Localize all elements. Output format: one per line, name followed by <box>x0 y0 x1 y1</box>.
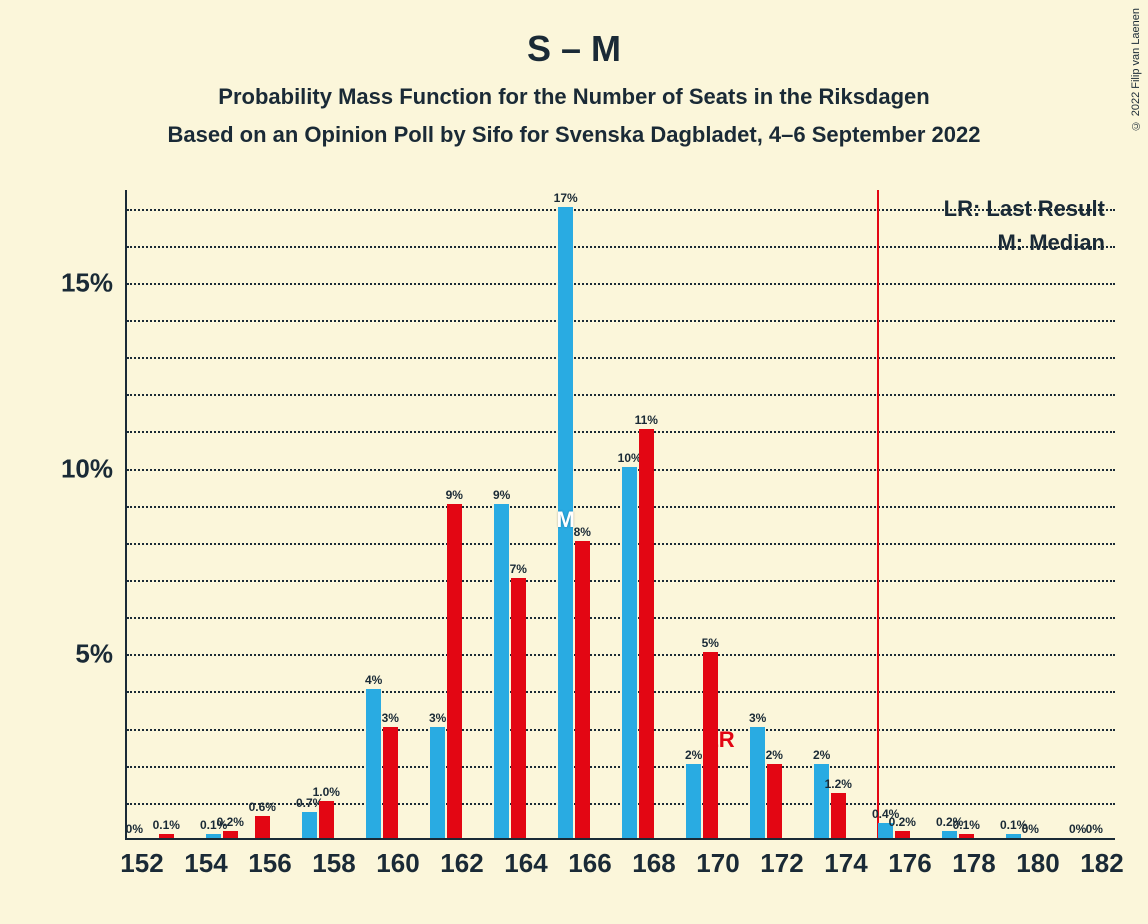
bar-value-label: 0.2% <box>217 815 244 829</box>
bar-value-label: 3% <box>382 711 399 725</box>
gridline <box>127 431 1115 433</box>
bar-blue: 9% <box>494 504 509 838</box>
bar-blue: 3% <box>750 727 765 838</box>
x-tick-label: 158 <box>312 838 355 879</box>
x-tick-label: 152 <box>120 838 163 879</box>
y-tick-label: 5% <box>75 639 127 670</box>
gridline <box>127 729 1115 731</box>
x-tick-label: 156 <box>248 838 291 879</box>
gridline <box>127 654 1115 656</box>
copyright-text: © 2022 Filip van Laenen <box>1130 8 1142 131</box>
last-result-marker: LR <box>705 727 734 753</box>
y-tick-label: 15% <box>61 267 127 298</box>
bar-value-label: 0% <box>126 822 143 836</box>
bar-value-label: 0% <box>1086 822 1103 836</box>
bar-value-label: 2% <box>766 748 783 762</box>
gridline <box>127 246 1115 248</box>
bar-red: 8% <box>575 541 590 838</box>
y-tick-label: 10% <box>61 453 127 484</box>
bar-blue: 2% <box>814 764 829 838</box>
bar-value-label: 3% <box>749 711 766 725</box>
bar-value-label: 0.6% <box>249 800 276 814</box>
x-tick-label: 164 <box>504 838 547 879</box>
bar-red: 0.1% <box>959 834 974 838</box>
bar-red: 11% <box>639 429 654 838</box>
x-tick-label: 160 <box>376 838 419 879</box>
x-tick-label: 174 <box>824 838 867 879</box>
chart-titles: S – M Probability Mass Function for the … <box>0 0 1148 148</box>
bar-blue: 0.1% <box>1006 834 1021 838</box>
bar-blue: 10% <box>622 467 637 838</box>
x-tick-label: 176 <box>888 838 931 879</box>
bar-value-label: 0% <box>1069 822 1086 836</box>
gridline <box>127 320 1115 322</box>
bar-value-label: 3% <box>429 711 446 725</box>
bar-red: 0.6% <box>255 816 270 838</box>
bar-blue: 4% <box>366 689 381 838</box>
x-tick-label: 168 <box>632 838 675 879</box>
gridline <box>127 357 1115 359</box>
gridline <box>127 691 1115 693</box>
bar-value-label: 11% <box>635 413 658 427</box>
bar-red: 3% <box>383 727 398 838</box>
bar-value-label: 1.0% <box>313 785 340 799</box>
chart-title: S – M <box>0 28 1148 70</box>
bar-value-label: 0% <box>1022 822 1039 836</box>
bar-red: 0.2% <box>223 831 238 838</box>
x-tick-label: 162 <box>440 838 483 879</box>
bar-value-label: 0.2% <box>889 815 916 829</box>
bar-red: 1.0% <box>319 801 334 838</box>
x-tick-label: 166 <box>568 838 611 879</box>
bar-value-label: 7% <box>510 562 527 576</box>
x-tick-label: 180 <box>1016 838 1059 879</box>
bar-value-label: 2% <box>685 748 702 762</box>
chart-subtitle-1: Probability Mass Function for the Number… <box>0 84 1148 110</box>
gridline <box>127 617 1115 619</box>
bar-red: 7% <box>511 578 526 838</box>
median-marker: M <box>557 507 575 533</box>
gridline <box>127 766 1115 768</box>
bar-blue: 0.7% <box>302 812 317 838</box>
last-result-line <box>877 190 879 838</box>
bar-red: 2% <box>767 764 782 838</box>
bar-value-label: 0.1% <box>953 818 980 832</box>
chart-subtitle-2: Based on an Opinion Poll by Sifo for Sve… <box>0 122 1148 148</box>
bar-blue: 0.1% <box>206 834 221 838</box>
gridline <box>127 506 1115 508</box>
bar-value-label: 0.1% <box>153 818 180 832</box>
legend-m: M: Median <box>944 230 1105 256</box>
gridline <box>127 209 1115 211</box>
x-tick-label: 170 <box>696 838 739 879</box>
bar-value-label: 1.2% <box>825 777 852 791</box>
bar-value-label: 5% <box>702 636 719 650</box>
bar-value-label: 9% <box>446 488 463 502</box>
bar-blue: 2% <box>686 764 701 838</box>
x-tick-label: 172 <box>760 838 803 879</box>
chart-plot-area: LR: Last Result M: Median 5%10%15%152154… <box>125 190 1115 840</box>
bar-red: 1.2% <box>831 793 846 838</box>
x-tick-label: 154 <box>184 838 227 879</box>
bar-value-label: 17% <box>554 191 578 205</box>
x-tick-label: 178 <box>952 838 995 879</box>
x-tick-label: 182 <box>1080 838 1123 879</box>
gridline <box>127 469 1115 471</box>
gridline <box>127 543 1115 545</box>
gridline <box>127 394 1115 396</box>
bar-value-label: 9% <box>493 488 510 502</box>
bar-value-label: 8% <box>574 525 591 539</box>
bar-red: 0.2% <box>895 831 910 838</box>
bar-blue: 3% <box>430 727 445 838</box>
bar-value-label: 4% <box>365 673 382 687</box>
bar-value-label: 2% <box>813 748 830 762</box>
bar-red: 9% <box>447 504 462 838</box>
chart-legend: LR: Last Result M: Median <box>944 196 1105 264</box>
gridline <box>127 580 1115 582</box>
bar-red: 0.1% <box>159 834 174 838</box>
gridline <box>127 283 1115 285</box>
